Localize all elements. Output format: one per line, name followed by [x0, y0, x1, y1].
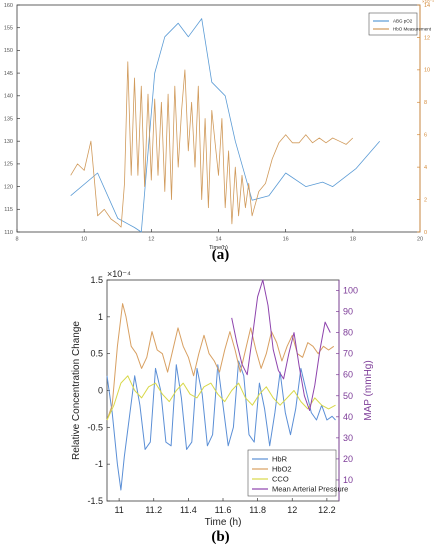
chart-b-y-tick-label: -1.5 [87, 496, 103, 506]
chart-b-y-exponent: ×10⁻⁴ [107, 269, 131, 279]
chart-a: 8 10 12 14 16 18 20 110 115 120 125 130 135 140 145 150… [0, 0, 441, 251]
chart-b-legend-label: HbO2 [272, 465, 292, 474]
chart-a-y-tick-label: 145 [4, 71, 13, 77]
chart-b-x-tick-label: 11 [114, 505, 123, 515]
chart-b-y2-tick-label: 80 [343, 328, 353, 338]
chart-b-x-tick-label: 12 [287, 505, 297, 515]
chart-a-plot: 8 10 12 14 16 18 20110115120125130135140145150… [4, 0, 434, 251]
chart-a-y-tick-label: 140 [4, 94, 13, 100]
chart-a-x-tick-label: 8 [15, 237, 18, 243]
chart-b-legend-box [247, 449, 337, 497]
chart-a-legend-box [368, 12, 418, 36]
chart-b-legend-label: HbR [272, 455, 288, 464]
chart-b-y-tick-label: 0.5 [90, 349, 103, 359]
chart-b-y2-axis-label: MAP (mmHg) [363, 360, 374, 420]
chart-a-series-line [70, 18, 381, 233]
chart-a-y-tick-label: 130 [4, 139, 13, 145]
chart-a-x-axis-label: Time(h) [209, 245, 228, 250]
chart-b-legend-label: CCO [272, 475, 289, 484]
chart-a-y2-tick-label: 0 [424, 230, 427, 236]
chart-b-series-line [106, 375, 336, 421]
chart-b-y2-tick-label: 90 [343, 307, 353, 317]
chart-b-y2-tick-label: 50 [343, 391, 353, 401]
chart-a-series-line [70, 61, 354, 228]
chart-b-x-tick-label: 11.8 [249, 505, 266, 515]
chart-a-y2-tick-label: 10 [424, 68, 430, 74]
chart-b-plot: 11 11.2 11.4 11.6 11.8 12 12.2 -1.5 -1 -0.5 0 0.5 1 1… [71, 269, 374, 528]
chart-a-y2-tick-label: 14 [424, 3, 430, 9]
chart-b-y2-tick-label: 10 [343, 475, 353, 485]
chart-a-y-tick-label: 160 [4, 3, 13, 9]
chart-b-series-line [231, 279, 331, 411]
chart-a-legend-label: HbO Measurement [393, 27, 432, 32]
chart-b-y-tick-label: 1.5 [90, 275, 103, 285]
chart-b-y-axis-label: Relative Concentration Change [71, 321, 82, 460]
chart-b-series-line [106, 303, 335, 421]
chart-a-x-tick-label: 16 [283, 237, 289, 243]
chart-b-y-tick-label: -1 [95, 459, 103, 469]
chart-a-x-tick-label: 18 [350, 237, 356, 243]
chart-b-y2-tick-label: 30 [343, 433, 353, 443]
chart-a-plot-area [16, 4, 421, 233]
chart-b-y2-tick-label: 100 [343, 286, 358, 296]
chart-a-y2-tick-label: 8 [424, 100, 427, 106]
chart-b-x-axis-label: Time (h) [205, 517, 242, 528]
chart-a-y2-tick-label: 12 [424, 35, 430, 41]
chart-a-y-tick-label: 110 [4, 230, 13, 236]
chart-a-y-tick-label: 115 [4, 207, 13, 213]
chart-b-y-tick-label: -0.5 [87, 422, 103, 432]
chart-a-y2-tick-label: 2 [424, 197, 427, 203]
chart-b-x-tick-label: 11.4 [180, 505, 197, 515]
chart-a-y2-exponent: ×10⁻⁴ [422, 0, 434, 4]
chart-a-y2-tick-label: 4 [424, 165, 427, 171]
chart-b-legend-label: Mean Arterial Pressure [272, 485, 348, 494]
panel-label-b: (b) [211, 529, 230, 545]
chart-a-x-tick-label: 14 [215, 237, 221, 243]
chart-b-series-line [106, 360, 336, 491]
chart-b-y-tick-label: 1 [98, 312, 103, 322]
chart-b-y2-tick-label: 40 [343, 412, 353, 422]
chart-b-y2-tick-label: 70 [343, 349, 353, 359]
chart-a-x-tick-label: 12 [148, 237, 154, 243]
chart-a-x-tick-label: 20 [417, 237, 423, 243]
chart-a-y2-tick-label: 6 [424, 133, 427, 139]
chart-b-x-tick-label: 11.2 [145, 505, 162, 515]
chart-b-x-tick-label: 12.2 [318, 505, 336, 515]
chart-a-y-tick-label: 150 [4, 48, 13, 54]
chart-b-x-tick-label: 11.6 [215, 505, 232, 515]
chart-b-y2-tick-label: 20 [343, 454, 353, 464]
chart-a-y-tick-label: 125 [4, 162, 13, 168]
panel-label-a: (a) [211, 247, 230, 263]
chart-a-x-tick-label: 10 [81, 237, 87, 243]
chart-a-y-tick-label: 135 [4, 116, 13, 122]
chart-a-y-tick-label: 155 [4, 26, 13, 32]
chart-b-y2-tick-label: 60 [343, 370, 353, 380]
chart-b-y-tick-label: 0 [98, 386, 103, 396]
chart-b: 11 11.2 11.4 11.6 11.8 12 12.2 -1.5 -1 -0.5 0 0.5 1 1… [0, 265, 441, 530]
chart-a-y-tick-label: 120 [4, 184, 13, 190]
chart-a-legend-label: ABG pO2 [393, 19, 413, 24]
